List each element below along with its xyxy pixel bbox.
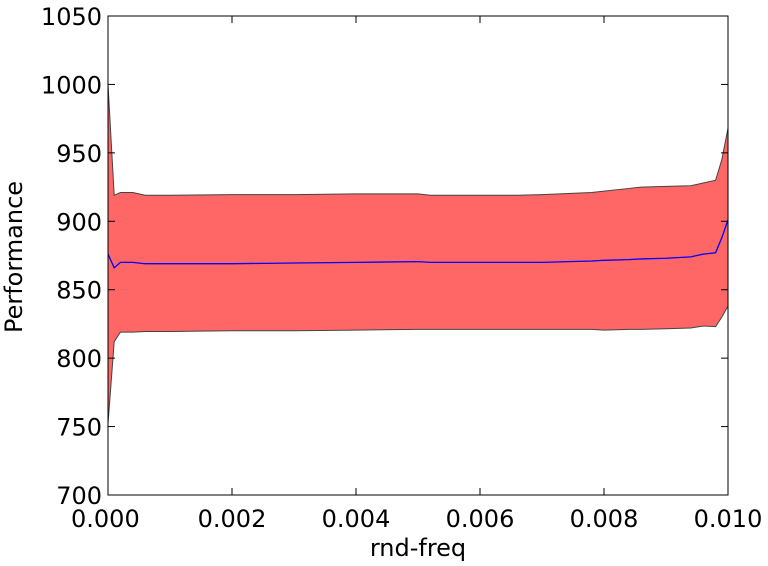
plot-area — [107, 84, 729, 424]
y-tick-label: 900 — [56, 208, 102, 236]
axis-ticks: 0.000 0.002 0.004 0.006 0.008 0.010 700 750 800 8… — [41, 3, 762, 533]
y-tick-label: 750 — [56, 414, 102, 442]
x-tick-label: 0.002 — [198, 505, 267, 533]
y-tick-label: 950 — [56, 140, 102, 168]
plot-frame — [107, 15, 729, 496]
y-tick-label: 1000 — [41, 71, 102, 99]
x-tick-label: 0.010 — [694, 505, 763, 533]
y-tick-label: 800 — [56, 345, 102, 373]
y-tick-label: 1050 — [41, 3, 102, 31]
x-tick-label: 0.006 — [446, 505, 515, 533]
y-tick-label: 850 — [56, 277, 102, 305]
x-tick-label: 0.004 — [322, 505, 391, 533]
y-axis-label: Performance — [0, 181, 28, 333]
x-axis-label: rnd-freq — [370, 534, 466, 562]
x-tick-label: 0.000 — [71, 505, 140, 533]
mean-line — [107, 219, 729, 269]
upper-bound-line — [107, 84, 729, 197]
std-band — [108, 84, 728, 424]
y-tick-label: 700 — [56, 482, 102, 510]
x-tick-label: 0.008 — [570, 505, 639, 533]
lower-bound-line — [107, 305, 729, 424]
